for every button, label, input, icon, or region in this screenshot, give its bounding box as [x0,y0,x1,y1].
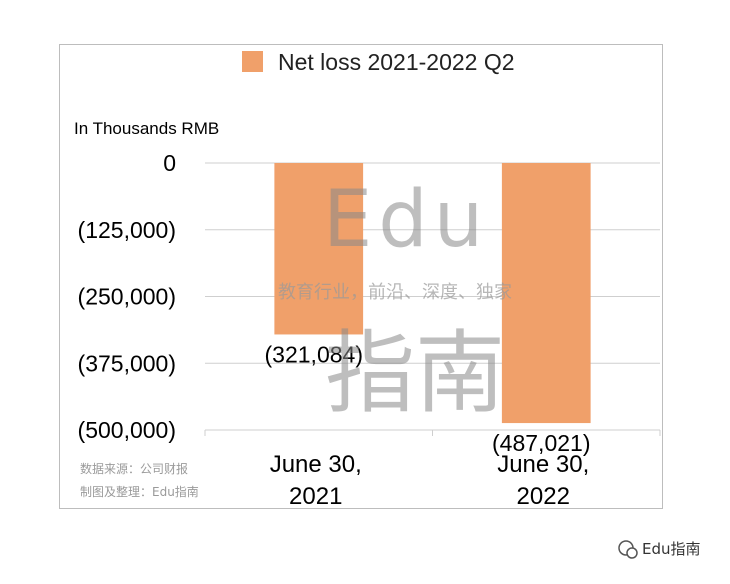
bar-1 [274,163,364,335]
category-label-1: June 30, [270,451,362,478]
category-label-2: 2022 [517,483,570,510]
category-label-2: June 30, [497,451,589,478]
legend-label: Net loss 2021-2022 Q2 [278,49,515,75]
watermark-zhinan: 指南 [325,321,505,426]
y-axis-unit-label: In Thousands RMB [74,119,219,138]
chart-frame [59,44,663,509]
data-label-2: (487,021) [492,430,590,456]
bars [274,163,591,424]
wechat-icon-inner [626,547,638,559]
watermark-edu: Edu [323,175,489,265]
source-note-line-2: 制图及整理：Edu指南 [80,484,199,499]
legend-swatch [242,51,263,72]
data-labels: (321,084) (487,021) [265,341,591,456]
category-labels: June 30, 2021 June 30, 2022 [270,451,590,510]
footer-brand-label: Edu指南 [642,540,701,558]
y-tick-labels: 0 (125,000) (250,000) (375,000) (500,000) [78,150,176,443]
data-label-1: (321,084) [265,341,363,367]
y-tick-label: (125,000) [78,217,176,243]
watermark-tagline: 教育行业，前沿、深度、独家 [278,282,512,303]
watermark: Edu 教育行业，前沿、深度、独家 指南 [278,175,512,426]
bar-2 [501,163,591,424]
category-label-1: 2021 [289,483,342,510]
footer-brand: Edu指南 [618,540,701,559]
y-tick-label: (250,000) [78,284,176,310]
legend: Net loss 2021-2022 Q2 [242,49,515,75]
source-note-line-1: 数据来源：公司财报 [80,461,188,476]
y-tick-label: 0 [163,150,176,176]
y-tick-label: (375,000) [78,350,176,376]
y-tick-label: (500,000) [78,417,176,443]
